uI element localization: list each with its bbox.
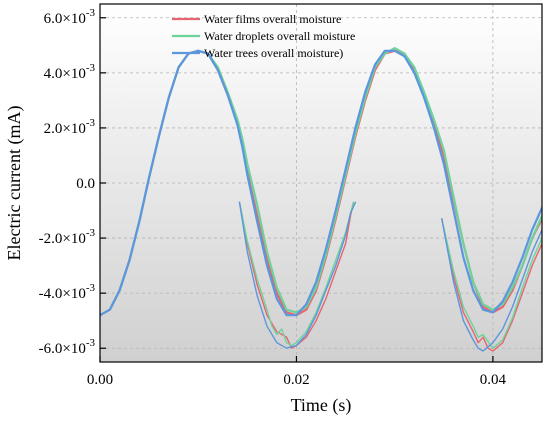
y-tick-mantissa: -6.0×10 [39, 341, 86, 357]
series-3 [100, 49, 542, 352]
series-2-line [441, 218, 542, 349]
y-tick-mantissa: -2.0×10 [39, 231, 86, 247]
x-tick-label: 0.04 [480, 372, 507, 388]
y-tick-mantissa: -4.0×10 [39, 286, 86, 302]
y-tick-exponent: -3 [86, 7, 96, 19]
y-tick-label: -2.0×10-3 [39, 227, 96, 247]
y-tick-mantissa: 6.0×10 [44, 11, 86, 27]
series-group [100, 47, 542, 352]
legend: Water films overall moisture Water drople… [172, 12, 355, 60]
legend-label: Water trees overall moisture) [204, 46, 343, 60]
y-tick-label: -6.0×10-3 [39, 337, 96, 357]
y-tick-label: 0.0 [76, 176, 95, 192]
y-tick-exponent: -3 [86, 227, 96, 239]
y-tick-exponent: -3 [86, 337, 96, 349]
y-tick-exponent: -3 [86, 117, 96, 129]
axis-ticks: 6.0×10-34.0×10-32.0×10-30.0-2.0×10-3-4.0… [39, 7, 507, 388]
y-tick-label: 2.0×10-3 [44, 117, 96, 137]
y-tick-mantissa: 0.0 [76, 176, 95, 192]
grid [100, 4, 542, 362]
y-tick-mantissa: 4.0×10 [44, 66, 86, 82]
y-tick-label: -4.0×10-3 [39, 282, 96, 302]
y-tick-label: 4.0×10-3 [44, 62, 96, 82]
x-tick-label: 0.00 [87, 372, 113, 388]
legend-label: Water films overall moisture [204, 12, 341, 26]
y-tick-label: 6.0×10-3 [44, 7, 96, 27]
y-tick-exponent: -3 [86, 62, 96, 74]
x-axis-label: Time (s) [291, 395, 352, 416]
y-axis-label: Electric current (mA) [4, 106, 25, 261]
x-tick-label: 0.02 [283, 372, 309, 388]
series-2-line [238, 201, 355, 347]
legend-label: Water droplets overall moisture [204, 29, 355, 43]
series-3-line [441, 218, 542, 352]
series-1-line [441, 218, 542, 352]
series-3-line [100, 49, 542, 317]
y-tick-mantissa: 2.0×10 [44, 121, 86, 137]
series-3-line [238, 201, 357, 349]
y-tick-exponent: -3 [86, 282, 96, 294]
